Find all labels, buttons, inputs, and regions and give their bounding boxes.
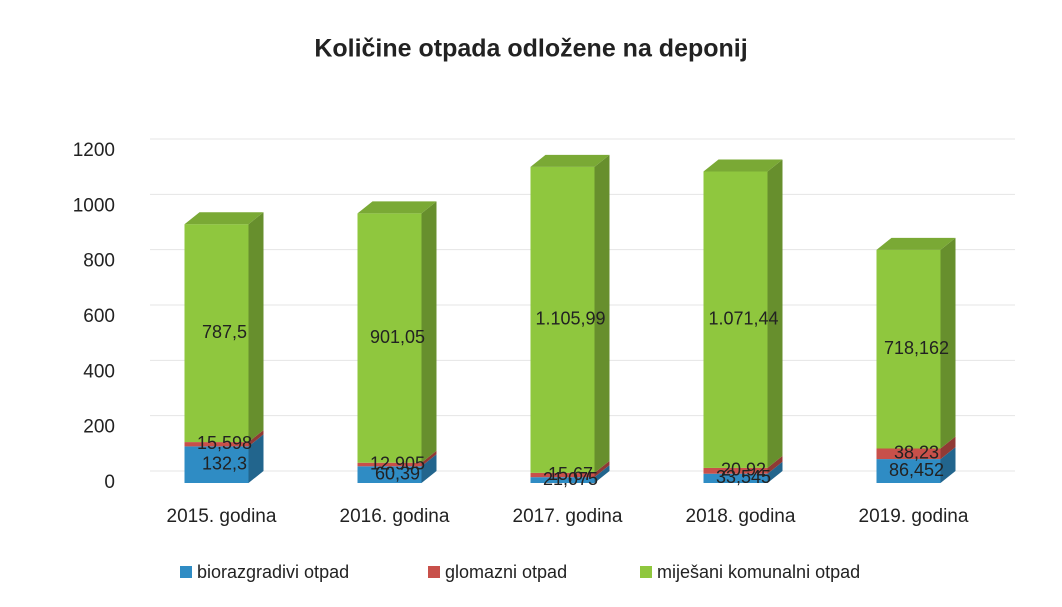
bar bbox=[703, 473, 768, 483]
y-tick-label: 400 bbox=[83, 361, 115, 382]
x-tick-label: 2017. godina bbox=[513, 506, 623, 527]
bar bbox=[876, 249, 941, 449]
bar-top bbox=[184, 212, 264, 225]
y-tick-label: 200 bbox=[83, 417, 115, 438]
bar-top bbox=[703, 159, 783, 172]
bar-side bbox=[767, 461, 783, 483]
bar bbox=[357, 466, 422, 483]
bar-side bbox=[248, 430, 264, 447]
bar-side bbox=[940, 436, 956, 460]
bar-side bbox=[594, 460, 610, 478]
bar bbox=[530, 477, 595, 483]
legend-swatch bbox=[640, 566, 652, 578]
data-label: 1.105,99 bbox=[535, 309, 605, 329]
legend-label: miješani komunalni otpad bbox=[657, 562, 860, 582]
x-tick-label: 2019. godina bbox=[859, 506, 969, 527]
bar bbox=[184, 224, 249, 443]
bar-top bbox=[876, 237, 956, 250]
bar bbox=[703, 467, 768, 474]
chart-title: Količine otpada odložene na deponij bbox=[314, 35, 747, 63]
data-label: 15,598 bbox=[197, 433, 252, 453]
data-label: 787,5 bbox=[202, 322, 247, 342]
bar bbox=[876, 459, 941, 483]
data-label: 33,545 bbox=[716, 467, 771, 487]
bar-top bbox=[357, 201, 437, 214]
bar bbox=[184, 446, 249, 483]
y-tick-label: 800 bbox=[83, 251, 115, 272]
bar-side bbox=[594, 154, 610, 473]
legend-swatch bbox=[180, 566, 192, 578]
data-label: 12,905 bbox=[370, 453, 425, 473]
data-label: 86,452 bbox=[889, 460, 944, 480]
legend-swatch bbox=[428, 566, 440, 578]
bar-side bbox=[940, 447, 956, 483]
bar bbox=[184, 442, 249, 447]
y-tick-label: 600 bbox=[83, 306, 115, 327]
data-label: 38,23 bbox=[894, 443, 939, 463]
data-label: 1.071,44 bbox=[708, 308, 778, 328]
bar bbox=[530, 472, 595, 478]
bar-side bbox=[940, 237, 956, 449]
legend-label: biorazgradivi otpad bbox=[197, 562, 349, 582]
x-tick-label: 2018. godina bbox=[686, 506, 796, 527]
y-tick-label: 1000 bbox=[73, 195, 115, 216]
bar bbox=[357, 462, 422, 467]
data-label: 901,05 bbox=[370, 327, 425, 347]
bar-side bbox=[594, 465, 610, 483]
bar-side bbox=[767, 159, 783, 468]
x-tick-label: 2016. godina bbox=[340, 506, 450, 527]
data-label: 20,92 bbox=[721, 460, 766, 480]
bar-side bbox=[248, 434, 264, 483]
data-label: 60,39 bbox=[375, 463, 420, 483]
bar-side bbox=[248, 212, 264, 443]
legend-label: glomazni otpad bbox=[445, 562, 567, 582]
data-label: 718,162 bbox=[884, 338, 949, 358]
y-tick-label: 0 bbox=[104, 472, 115, 493]
bar-side bbox=[421, 201, 437, 463]
bar-top bbox=[530, 154, 610, 167]
bar bbox=[703, 171, 768, 468]
x-tick-label: 2015. godina bbox=[167, 506, 277, 527]
bar-side bbox=[421, 450, 437, 467]
data-label: 21,075 bbox=[543, 469, 598, 489]
y-tick-label: 1200 bbox=[73, 140, 115, 161]
bar-side bbox=[767, 455, 783, 474]
bar bbox=[357, 213, 422, 463]
bar bbox=[530, 166, 595, 473]
bar-side bbox=[421, 454, 437, 483]
data-label: 132,3 bbox=[202, 453, 247, 473]
data-label: 15,67 bbox=[548, 464, 593, 484]
bar bbox=[876, 448, 941, 460]
